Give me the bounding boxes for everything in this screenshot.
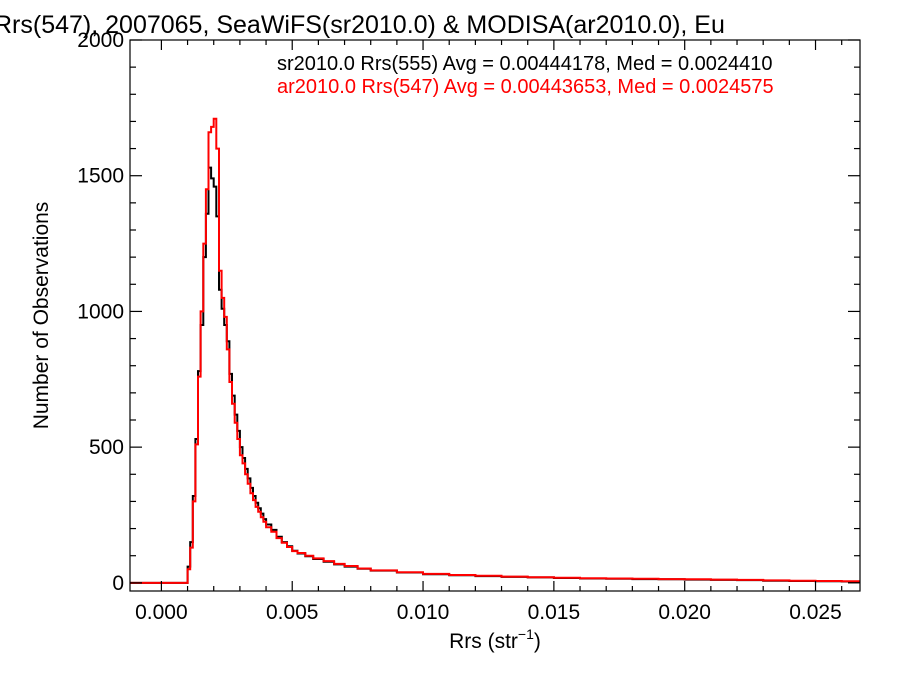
x-tick-label: 0.015 [528, 601, 581, 624]
y-tick-label: 1500 [77, 165, 124, 188]
x-tick-label: 0.010 [397, 601, 450, 624]
chart-title: Rrs(547), 2007065, SeaWiFS(sr2010.0) & M… [0, 11, 725, 39]
x-axis-label: Rrs (str−1) [449, 626, 541, 653]
y-tick-label: 1000 [77, 300, 124, 323]
series-layer [130, 117, 860, 584]
plot-frame [129, 39, 861, 592]
legend-entry-2: ar2010.0 Rrs(547) Avg = 0.00443653, Med … [277, 76, 774, 98]
legend-entry-1: sr2010.0 Rrs(555) Avg = 0.00444178, Med … [277, 53, 773, 75]
x-axis: 0.000 0.005 0.010 0.015 0.020 0.025 [135, 40, 843, 624]
series-line-2 [130, 117, 860, 584]
legend: sr2010.0 Rrs(555) Avg = 0.00444178, Med … [277, 53, 774, 98]
x-tick-label: 0.025 [789, 601, 842, 624]
y-tick-label: 500 [89, 436, 124, 459]
y-axis: 0 500 1000 1500 2000 [77, 29, 860, 595]
y-axis-label: Number of Observations [30, 202, 53, 430]
x-axis-label-close: ) [534, 630, 541, 653]
x-tick-label: 0.000 [135, 601, 188, 624]
series-line-1 [130, 166, 860, 584]
x-tick-label: 0.020 [658, 601, 711, 624]
y-tick-label: 2000 [77, 29, 124, 52]
x-axis-label-superscript: −1 [518, 626, 534, 642]
x-tick-label: 0.005 [266, 601, 319, 624]
y-tick-label: 0 [112, 572, 124, 595]
x-axis-label-main: Rrs (str [449, 630, 518, 653]
